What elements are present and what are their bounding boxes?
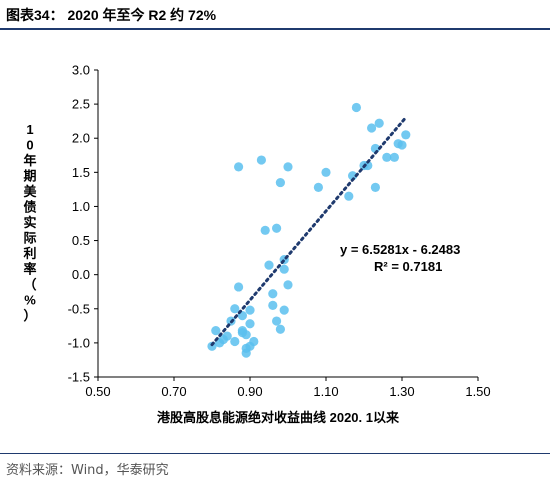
y-axis-title-char: %	[24, 293, 36, 308]
y-tick-label: 1.5	[72, 165, 90, 180]
scatter-point	[256, 155, 266, 165]
y-tick-label: 0.0	[72, 267, 90, 282]
y-tick-label: 2.5	[72, 97, 90, 112]
y-axis-title-char: 率	[23, 262, 36, 277]
y-tick-label: 1.0	[72, 199, 90, 214]
scatter-point	[283, 162, 293, 172]
y-axis-title-char: 利	[23, 246, 36, 261]
scatter-point	[374, 118, 384, 128]
trendline-r2: R² = 0.7181	[374, 259, 442, 274]
scatter-point	[279, 264, 289, 274]
scatter-point	[344, 191, 354, 201]
page-title: 图表34： 2020 年至今 R2 约 72%	[6, 7, 217, 23]
scatter-point	[234, 162, 244, 172]
scatter-point	[348, 171, 358, 181]
scatter-point	[272, 316, 282, 326]
y-tick-label: 0.5	[72, 233, 90, 248]
y-axis-title-char: 0	[26, 138, 33, 153]
x-tick-label: 0.90	[237, 384, 262, 399]
y-axis-title-char: 期	[23, 169, 36, 184]
scatter-point	[370, 182, 380, 192]
scatter-point	[275, 324, 285, 334]
scatter-point	[367, 123, 377, 133]
y-axis-title-char: 年	[23, 153, 36, 168]
x-tick-label: 1.10	[313, 384, 338, 399]
source-note: 资料来源：Wind，华泰研究	[6, 463, 169, 478]
scatter-point	[241, 330, 251, 340]
y-axis-title-char: 美	[23, 184, 37, 199]
scatter-point	[268, 300, 278, 310]
scatter-point	[279, 305, 289, 315]
scatter-point	[249, 336, 259, 347]
chart-tick-labels: 3.0 2.5 2.0 1.5 1.0 0.5 0.0 -0.5 -1.0 -1.50.50 0.7…	[68, 63, 491, 400]
scatter-point	[275, 177, 285, 188]
x-tick-label: 1.50	[465, 384, 490, 399]
footer-divider	[0, 453, 550, 454]
y-axis-title-char: （	[23, 277, 36, 292]
scatter-point	[389, 152, 399, 162]
chart-axes	[94, 69, 479, 381]
scatter-point	[222, 331, 232, 341]
y-axis-title-char: 际	[23, 231, 36, 246]
scatter-point	[351, 102, 361, 113]
trendline-equation: y = 6.5281x - 6.2483	[340, 242, 460, 257]
scatter-point	[283, 280, 293, 290]
chart-points	[207, 102, 411, 358]
scatter-point	[211, 326, 221, 336]
scatter-point	[397, 140, 407, 150]
y-tick-label: -1.0	[68, 335, 90, 350]
x-tick-label: 0.70	[161, 384, 186, 399]
scatter-point	[245, 305, 255, 315]
scatter-point	[363, 160, 373, 171]
y-axis-title: 1 0 年期美债实际利率（%）	[23, 122, 37, 323]
y-axis-title-char: 实	[23, 215, 36, 230]
scatter-chart: 3.0 2.5 2.0 1.5 1.0 0.5 0.0 -0.5 -1.0 -1.50.50 0.7…	[23, 63, 491, 426]
scatter-point	[245, 319, 255, 329]
y-axis-title-char: 债	[23, 200, 36, 215]
scatter-point	[264, 260, 274, 270]
y-tick-label: 3.0	[72, 63, 90, 78]
y-tick-label: -0.5	[68, 301, 90, 316]
scatter-point	[313, 182, 323, 192]
title-divider	[0, 28, 550, 30]
scatter-point	[230, 336, 240, 347]
scatter-point	[382, 152, 392, 162]
scatter-point	[260, 225, 270, 235]
y-axis-title-char: 1	[26, 122, 33, 137]
scatter-point	[234, 282, 244, 292]
y-tick-label: -1.5	[68, 370, 90, 385]
scatter-point	[230, 304, 240, 314]
y-tick-label: 2.0	[72, 131, 90, 146]
scatter-point	[268, 289, 278, 299]
scatter-point	[321, 167, 331, 177]
x-tick-label: 1.30	[389, 384, 414, 399]
scatter-point	[272, 223, 282, 233]
scatter-point	[401, 130, 411, 140]
x-tick-label: 0.50	[85, 384, 110, 399]
x-axis-title: 港股高股息能源绝对收益曲线 2020. 1以来	[157, 410, 400, 425]
y-axis-title-char: ）	[23, 308, 36, 323]
trendline	[210, 116, 408, 347]
